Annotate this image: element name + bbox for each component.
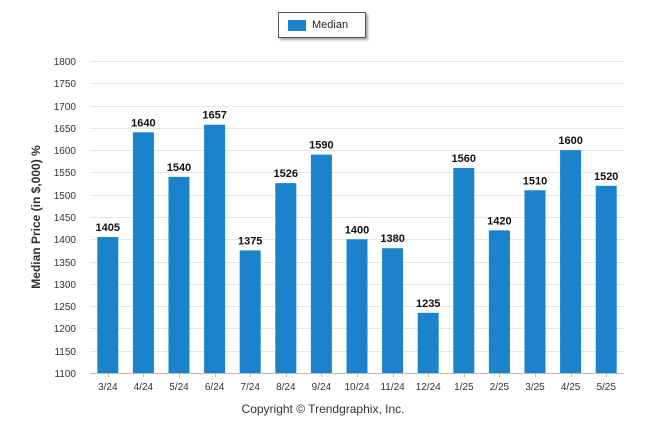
x-tick-label: 8/24: [276, 382, 296, 393]
bar: [595, 185, 617, 373]
y-tick-label: 1400: [54, 235, 77, 246]
y-tick-label: 1500: [54, 191, 77, 202]
y-tick-label: 1300: [54, 280, 77, 291]
data-label: 1520: [594, 171, 618, 183]
data-label: 1420: [487, 215, 511, 227]
data-label: 1657: [202, 110, 226, 122]
x-tick-label: 4/25: [561, 382, 581, 393]
y-tick-label: 1700: [54, 102, 77, 113]
x-tick-label: 4/24: [134, 382, 154, 393]
data-label: 1510: [523, 175, 547, 187]
bar: [204, 124, 226, 373]
legend-label-median: Median: [312, 19, 349, 31]
data-label: 1380: [380, 233, 404, 245]
x-tick-label: 11/24: [380, 382, 405, 393]
x-tick-label: 9/24: [312, 382, 332, 393]
x-tick-label: 7/24: [240, 382, 260, 393]
copyright-text: Copyright © Trendgraphix, Inc.: [241, 402, 405, 416]
x-tick-label: 3/25: [525, 382, 545, 393]
bar: [310, 154, 332, 373]
x-tick-label: 3/24: [98, 382, 118, 393]
legend-swatch-median: [288, 19, 306, 31]
y-tick-label: 1450: [54, 213, 77, 224]
bar: [524, 190, 546, 373]
bar: [382, 248, 404, 373]
y-tick-label: 1600: [54, 146, 77, 157]
data-label: 1400: [345, 224, 369, 236]
y-tick-label: 1800: [54, 57, 77, 68]
data-label: 1235: [416, 298, 440, 310]
bar: [488, 230, 510, 373]
data-label: 1560: [452, 153, 476, 165]
bar: [560, 150, 582, 373]
y-tick-label: 1350: [54, 258, 77, 269]
y-tick-label: 1250: [54, 302, 77, 313]
bar: [275, 183, 297, 373]
x-tick-label: 6/24: [205, 382, 225, 393]
data-label: 1540: [167, 162, 191, 174]
data-label: 1405: [96, 222, 120, 234]
y-tick-label: 1550: [54, 168, 77, 179]
legend[interactable]: Median: [278, 12, 366, 38]
y-tick-label: 1750: [54, 79, 77, 90]
data-label: 1640: [131, 117, 155, 129]
data-label: 1526: [274, 168, 298, 180]
y-axis-label: Median Price (in $,000) %: [29, 145, 43, 289]
x-tick-label: 1/25: [454, 382, 474, 393]
x-tick-label: 10/24: [344, 382, 369, 393]
bar: [239, 250, 261, 373]
y-tick-label: 1650: [54, 124, 77, 135]
data-label: 1600: [558, 135, 582, 147]
data-label: 1590: [309, 140, 333, 152]
y-tick-label: 1150: [54, 347, 76, 358]
data-label: 1375: [238, 235, 262, 247]
y-tick-label: 1200: [54, 324, 77, 335]
bar: [168, 176, 190, 373]
bar: [417, 312, 439, 373]
bar: [132, 132, 154, 373]
x-tick-label: 12/24: [416, 382, 441, 393]
y-tick-label: 1100: [54, 369, 76, 380]
bar: [97, 237, 119, 373]
bar: [453, 167, 475, 373]
x-tick-label: 5/25: [596, 382, 616, 393]
bar: [346, 239, 368, 373]
x-tick-label: 5/24: [169, 382, 189, 393]
x-tick-label: 2/25: [490, 382, 510, 393]
